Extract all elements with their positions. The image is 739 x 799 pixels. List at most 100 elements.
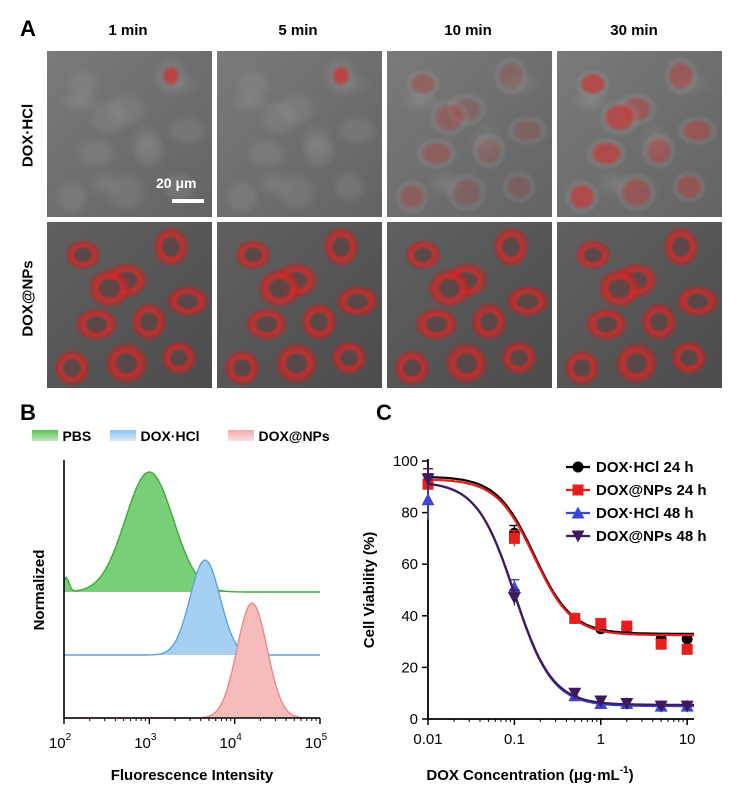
cell-dox-hcl-4-10 [598,97,642,137]
histogram-x-tick-label: 103 [134,732,157,752]
legend-pbs-label: PBS [62,428,92,444]
viability-point [508,532,520,544]
viability-point [654,700,668,713]
cell-dox-hcl-4-7 [563,179,600,216]
viability-fit-curve-4 [427,482,694,706]
cell-dox-nps-4-10 [598,268,642,308]
cell-dox-hcl-4-8 [614,171,658,213]
cell-dox-nps-1-3 [152,226,189,267]
panel-a-letter: A [20,16,36,41]
viability-y-tick-label: 40 [401,608,418,625]
cell-dox-hcl-2-9 [331,170,367,205]
viability-fit-curve-2 [427,478,694,637]
cell-dox-nps-4-4 [585,308,628,342]
cell-dox-nps-3-8 [444,342,488,384]
cell-dox-hcl-2-10 [258,97,302,137]
legend-dox-nps: DOX@NPs [228,428,330,446]
cell-dox-hcl-3-7 [393,179,430,216]
scale-bar [172,199,204,203]
cell-dox-hcl-1-10 [88,97,132,137]
viability-legend-marker [571,530,585,543]
viability-point [681,633,693,645]
cell-dox-hcl-4-3 [662,55,699,96]
cell-dox-hcl-1-8 [104,171,148,213]
viability-legend-label: DOX@NPs 48 h [596,528,707,545]
cell-dox-hcl-2-6 [335,115,379,147]
viability-y-tick-label: 80 [401,505,418,522]
cell-dox-hcl-1-4 [75,137,118,171]
legend-dox-hcl-swatch [110,430,136,441]
cell-dox-nps-4-6 [675,286,719,318]
micrograph-dox-hcl-1 [47,51,212,217]
cell-dox-nps-4-9 [671,341,707,376]
viability-legend-label: DOX·HCl 24 h [596,459,694,476]
cell-dox-hcl-1-9 [161,170,197,205]
viability-legend-marker [572,461,584,473]
cell-dox-hcl-2-4 [245,137,288,171]
cell-dox-nps-4-5 [641,302,678,341]
cell-dox-nps-3-4 [415,308,458,342]
cell-dox-nps-2-5 [301,302,338,341]
cell-dox-nps-1-7 [53,350,90,387]
viability-x-label-main: DOX Concentration (μg·mL [426,767,619,784]
cell-dox-nps-3-3 [492,226,529,267]
histogram-x-tick-exponent: 4 [236,732,242,743]
cell-dox-hcl-3-9 [501,170,537,205]
viability-x-label-sup: -1 [620,765,629,776]
cell-dox-nps-2-9 [331,341,367,376]
viability-legend-item-1: DOX·HCl 24 h [566,459,694,476]
cell-dox-hcl-4-4 [585,137,628,171]
cell-dox-hcl-3-3 [492,55,529,96]
cell-dox-nps-2-6 [335,286,379,318]
histogram-fill-doxnps [64,603,320,718]
column-header-1min: 1 min [108,22,148,39]
viability-point [569,612,581,624]
histogram-outline-1 [63,471,320,593]
histogram-outline-2 [64,559,320,656]
viability-point [594,695,608,708]
cell-dox-nps-1-1 [65,240,102,271]
cell-dox-hcl-3-6 [505,115,549,147]
cell-dox-nps-2-10 [258,268,302,308]
micrograph-dox-hcl-4 [557,51,722,217]
cell-dox-nps-1-5 [131,302,168,341]
cell-dox-nps-3-6 [505,286,549,318]
cell-dox-nps-3-9 [501,341,537,376]
viability-legend-label: DOX@NPs 24 h [596,482,707,499]
cell-dox-nps-3-10 [428,268,472,308]
cell-dox-hcl-2-3 [322,55,359,96]
histogram-x-tick-exponent: 2 [66,732,72,743]
cell-dox-hcl-3-8 [444,171,488,213]
cell-dox-nps-4-1 [575,240,612,271]
cell-dox-nps-2-8 [274,342,318,384]
viability-legend-marker [571,506,585,519]
histogram-x-label: Fluorescence Intensity [111,767,274,784]
cell-dox-nps-2-4 [245,308,288,342]
viability-legend-item-3: DOX·HCl 48 h [566,505,694,522]
row-label-dox-nps: DOX@NPs [19,260,37,337]
column-header-5min: 5 min [278,22,318,39]
cell-dox-nps-3-5 [471,302,508,341]
viability-legend-item-2: DOX@NPs 24 h [566,482,707,499]
cell-dox-hcl-2-1 [235,69,272,100]
viability-x-tick-label: 10 [679,731,696,748]
legend-pbs: PBS [32,428,91,446]
cell-dox-nps-3-1 [405,240,442,271]
viability-x-tick-label: 0.1 [504,731,525,748]
micrograph-dox-nps-1 [47,222,212,388]
histogram-x-tick-label: 102 [49,732,72,752]
viability-x-label: DOX Concentration (μg·mL-1) [426,765,633,784]
micrograph-dox-nps-4 [557,222,722,388]
histogram-fill-doxhcl [64,560,320,655]
cell-dox-hcl-4-1 [575,69,612,100]
viability-point [655,638,667,650]
viability-point [681,643,693,655]
legend-dox-hcl-label: DOX·HCl [140,428,200,444]
viability-y-label: Cell Viability (%) [361,532,378,648]
viability-point [595,618,607,630]
viability-point [421,493,435,506]
cell-dox-hcl-4-6 [675,115,719,147]
cell-dox-hcl-2-7 [223,179,260,216]
column-header-30min: 30 min [610,22,658,39]
column-header-10min: 10 min [444,22,492,39]
